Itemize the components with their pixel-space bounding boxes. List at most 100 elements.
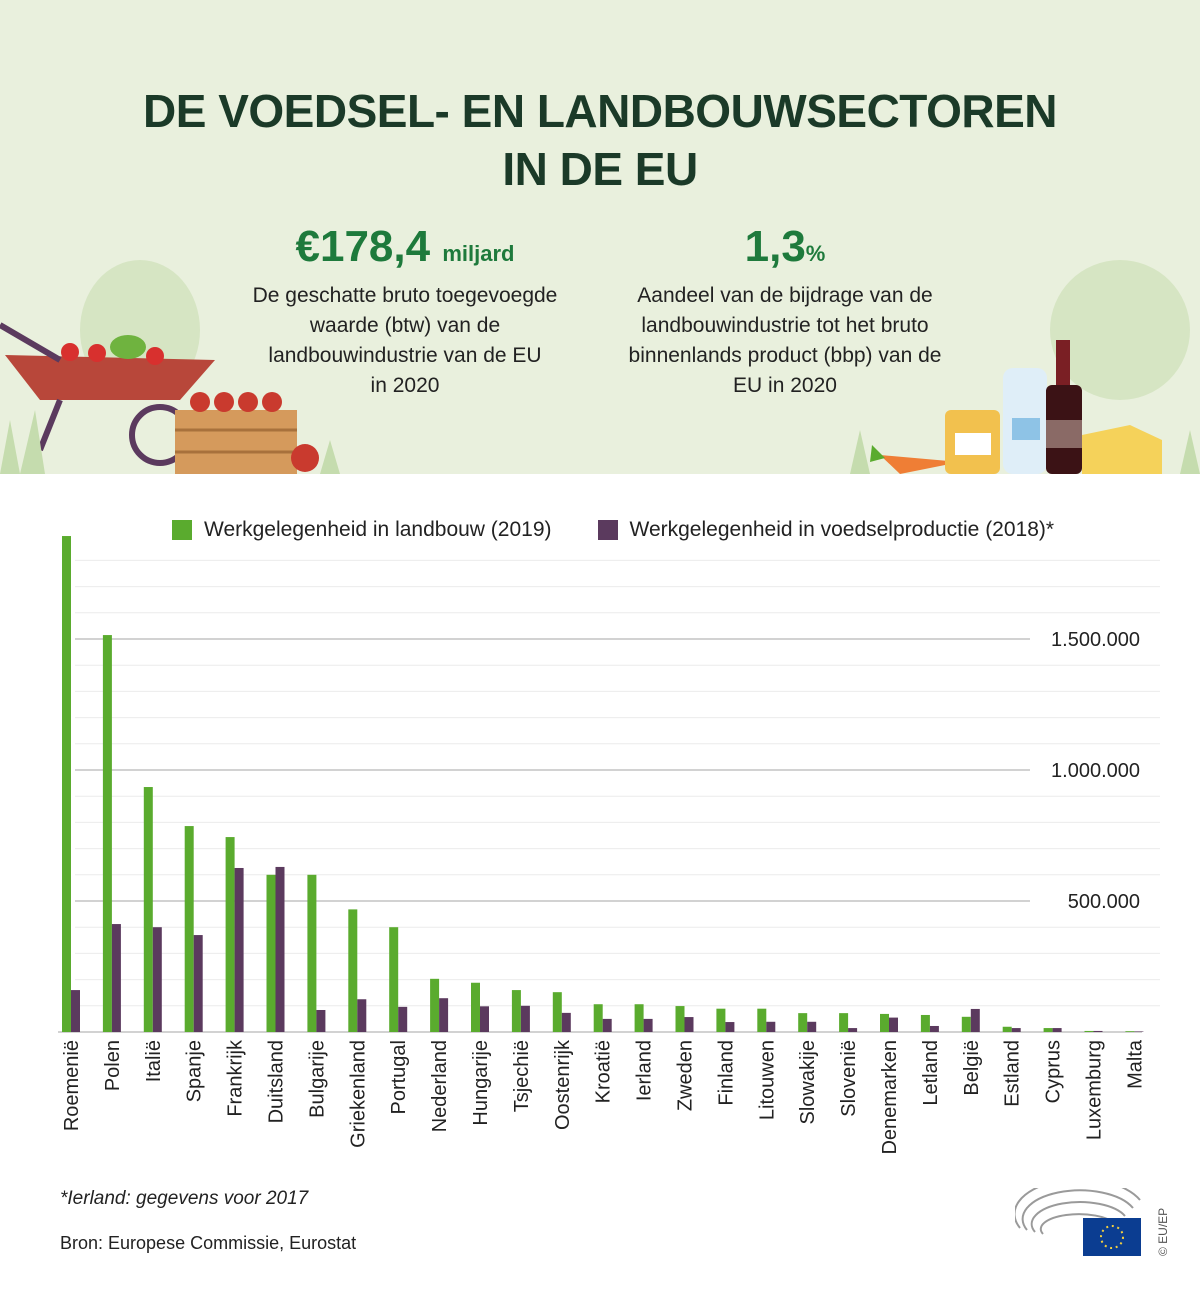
bar-food-production-8 <box>398 1006 408 1032</box>
x-tick-label: Malta <box>1124 1039 1146 1089</box>
milk-bottle-icon <box>1003 368 1047 474</box>
legend-item-food-production: Werkgelegenheid in voedselproductie (201… <box>597 518 1055 542</box>
eu-flag-icon <box>1083 1218 1141 1256</box>
bar-agriculture-21 <box>920 1014 930 1032</box>
x-tick-label: Estland <box>1002 1040 1024 1107</box>
bar-food-production-3 <box>193 935 203 1032</box>
bar-food-production-7 <box>357 999 367 1032</box>
cheese-icon <box>1082 425 1162 474</box>
legend-swatch-purple <box>597 520 618 540</box>
bar-agriculture-16 <box>716 1008 726 1032</box>
bar-agriculture-2 <box>143 787 153 1032</box>
x-tick-label: Nederland <box>429 1040 451 1132</box>
bar-food-production-11 <box>520 1005 530 1032</box>
bar-agriculture-9 <box>430 978 440 1032</box>
x-tick-label: Spanje <box>184 1040 206 1102</box>
stat-desc-line: De geschatte bruto toegevoegde <box>252 284 558 307</box>
bar-agriculture-1 <box>102 635 112 1032</box>
bar-agriculture-26 <box>1125 1031 1135 1032</box>
bar-agriculture-14 <box>634 1004 644 1032</box>
bar-food-production-12 <box>561 1012 571 1032</box>
x-tick-label: Litouwen <box>756 1040 778 1120</box>
stat-desc-line: waarde (btw) van de <box>309 314 501 337</box>
copyright: © EU/EP <box>1156 1207 1170 1256</box>
bar-food-production-21 <box>929 1025 939 1032</box>
bar-agriculture-11 <box>511 990 521 1032</box>
bar-food-production-24 <box>1052 1028 1062 1032</box>
bar-agriculture-10 <box>471 982 480 1032</box>
bar-food-production-19 <box>848 1028 858 1032</box>
title-line-1: DE VOEDSEL- EN LANDBOUWSECTOREN <box>143 85 1057 137</box>
legend-label: Werkgelegenheid in landbouw (2019) <box>204 518 552 541</box>
bar-agriculture-6 <box>307 874 317 1032</box>
bar-agriculture-18 <box>798 1013 808 1032</box>
bar-food-production-13 <box>602 1018 612 1032</box>
stat-desc-line: landbouwindustrie van de EU <box>268 344 542 367</box>
stat-unit: miljard <box>442 241 515 266</box>
bar-agriculture-12 <box>552 992 562 1032</box>
chart-legend: Werkgelegenheid in landbouw (2019) Werkg… <box>172 518 1054 542</box>
x-tick-label: Letland <box>920 1040 942 1106</box>
bar-agriculture-8 <box>389 927 399 1032</box>
bar-food-production-17 <box>766 1021 776 1032</box>
x-tick-label: Portugal <box>388 1040 410 1115</box>
x-tick-label: Ierland <box>634 1040 656 1101</box>
legend-item-agriculture: Werkgelegenheid in landbouw (2019) <box>172 518 552 542</box>
bar-agriculture-23 <box>1002 1026 1012 1032</box>
bar-food-production-9 <box>439 998 449 1032</box>
x-tick-label: Duitsland <box>266 1040 288 1123</box>
bar-food-production-15 <box>684 1017 694 1032</box>
bar-agriculture-7 <box>348 909 358 1032</box>
bar-agriculture-13 <box>593 1004 603 1032</box>
x-tick-label: Finland <box>715 1040 737 1106</box>
bar-food-production-25 <box>1093 1030 1103 1032</box>
footnote: *Ierland: gegevens voor 2017 <box>60 1188 309 1209</box>
bar-food-production-4 <box>234 867 244 1032</box>
x-tick-label: Roemenië <box>61 1040 83 1131</box>
y-tick-label: 1.000.000 <box>1051 760 1140 782</box>
stat-value: 1,3 <box>744 222 806 271</box>
bar-agriculture-25 <box>1084 1030 1094 1032</box>
bar-food-production-6 <box>316 1009 326 1032</box>
bar-food-production-14 <box>643 1018 653 1032</box>
bar-agriculture-15 <box>675 1006 685 1032</box>
bar-food-production-23 <box>1011 1028 1021 1032</box>
stat-desc-line: in 2020 <box>370 374 440 397</box>
grass-icon <box>0 410 1200 474</box>
x-tick-label: Slowakije <box>797 1040 819 1124</box>
x-tick-label: Zweden <box>675 1040 697 1111</box>
legend-label: Werkgelegenheid in voedselproductie (201… <box>629 518 1055 541</box>
bar-agriculture-22 <box>961 1016 971 1032</box>
stat-desc-line: Aandeel van de bijdrage van de <box>637 284 933 307</box>
y-tick-label: 500.000 <box>1068 891 1140 913</box>
bar-food-production-5 <box>275 866 285 1032</box>
bar-food-production-22 <box>970 1008 980 1032</box>
bar-agriculture-20 <box>880 1013 889 1032</box>
bar-food-production-1 <box>111 924 121 1032</box>
stat-value: €178,4 <box>295 222 431 271</box>
x-tick-label: Tsjechië <box>511 1040 533 1112</box>
x-tick-label: Hungarije <box>470 1040 492 1126</box>
bar-agriculture-4 <box>225 837 235 1032</box>
bar-food-production-26 <box>1134 1031 1144 1032</box>
bar-food-production-16 <box>725 1022 735 1032</box>
x-tick-label: Bulgarije <box>306 1040 328 1118</box>
stat-unit: % <box>805 241 826 266</box>
carrot-icon <box>870 445 960 474</box>
x-tick-label: Frankrijk <box>225 1039 247 1117</box>
bar-agriculture-5 <box>266 874 276 1032</box>
food-illustrations <box>0 260 1200 474</box>
wheelbarrow-icon <box>0 322 215 466</box>
x-tick-label: Polen <box>102 1040 124 1091</box>
x-tick-label: België <box>961 1040 983 1096</box>
source-note: Bron: Europese Commissie, Eurostat <box>60 1233 357 1253</box>
stat-desc-line: binnenlands product (bbp) van de <box>628 344 942 367</box>
bar-agriculture-19 <box>839 1013 849 1032</box>
x-tick-label: Denemarken <box>879 1040 901 1155</box>
bar-agriculture-24 <box>1043 1028 1053 1032</box>
bar-food-production-2 <box>152 927 162 1032</box>
bar-agriculture-3 <box>184 826 194 1032</box>
wine-bottle-icon <box>1046 340 1082 474</box>
x-tick-label: Slovenië <box>838 1040 860 1117</box>
